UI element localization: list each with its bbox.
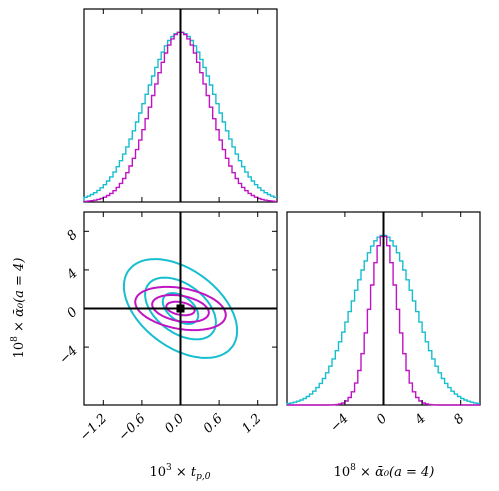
ticks: −1.2 −0.6 0.0 0.6 1.2 −4 0 4 8 −4 0 4 8 bbox=[57, 9, 468, 444]
best-fit-marker bbox=[176, 304, 185, 313]
contour-series-0-level-0 bbox=[161, 292, 200, 325]
tick-label-tp0-1: −0.6 bbox=[116, 411, 149, 444]
contour-series-1-level-2 bbox=[134, 285, 227, 332]
tick-label-tp0-4: 1.2 bbox=[239, 411, 264, 436]
contour-series-0-level-2 bbox=[122, 258, 239, 359]
tick-label-alpha0-y-0: −4 bbox=[57, 343, 81, 367]
histogram-alpha0 bbox=[286, 212, 480, 406]
tick-label-alpha0-x-3: 8 bbox=[451, 411, 467, 427]
tick-label-alpha0-y-2: 4 bbox=[64, 266, 81, 283]
tick-label-alpha0-y-3: 8 bbox=[64, 228, 80, 244]
tick-label-tp0-2: 0.0 bbox=[162, 411, 187, 436]
histogram-tp0 bbox=[83, 9, 277, 203]
contour-series-1-level-1 bbox=[151, 294, 210, 323]
contour-panel bbox=[84, 212, 277, 405]
contour-series-1-level-0 bbox=[165, 300, 196, 317]
xlabel-alpha0: 108 × ᾱ₀(a = 4) bbox=[334, 463, 435, 480]
tick-label-alpha0-x-0: −4 bbox=[328, 411, 352, 435]
tick-label-alpha0-x-1: 0 bbox=[374, 411, 390, 427]
tick-label-tp0-3: 0.6 bbox=[201, 411, 226, 436]
ylabel-alpha0: 108 × ᾱ₀(a = 4) bbox=[10, 258, 27, 359]
tick-label-alpha0-y-1: 0 bbox=[64, 305, 80, 321]
histogram-alpha0-series-0 bbox=[286, 234, 480, 405]
tick-label-alpha0-x-2: 4 bbox=[412, 411, 429, 428]
tick-label-tp0-0: −1.2 bbox=[77, 411, 110, 444]
histogram-tp0-series-1 bbox=[83, 31, 277, 203]
xlabel-tp0: 103 × tp,0 bbox=[149, 463, 210, 482]
